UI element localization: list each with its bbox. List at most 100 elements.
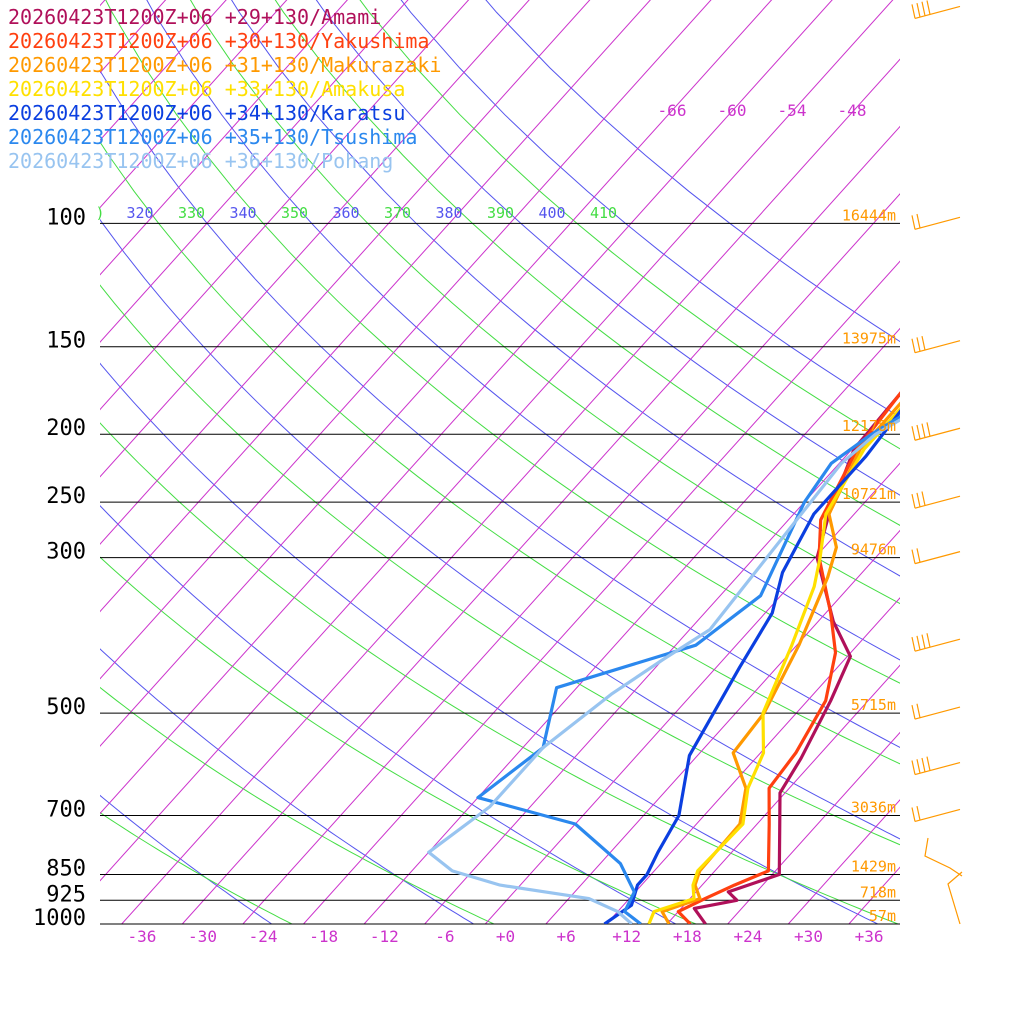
wind-barb-tick xyxy=(921,757,926,773)
isotherm-34 xyxy=(848,866,900,924)
wind-barb-tick xyxy=(921,634,926,649)
wind-barb-shaft xyxy=(914,706,961,720)
theta-label: 370 xyxy=(384,204,411,222)
isotherm-label: -60 xyxy=(718,101,747,120)
height-label: 3036m xyxy=(851,798,896,816)
height-label: 1429m xyxy=(851,858,896,876)
wind-barb-tick xyxy=(916,337,921,352)
wind-barb-tick xyxy=(916,213,921,229)
wind-barb-tick xyxy=(911,338,916,353)
wind-barb-shaft xyxy=(914,427,961,441)
profile-series-0 xyxy=(692,391,900,924)
wind-barb-tick xyxy=(911,4,916,19)
height-label: 13975m xyxy=(842,330,896,348)
isotherm--14 xyxy=(363,327,900,924)
wind-barb-tick xyxy=(916,806,921,821)
isotherm-28 xyxy=(787,799,900,924)
moist-adiabat-420 xyxy=(359,0,900,450)
legend-entry-yakushima: 20260423T1200Z+06 +30+130/Yakushima xyxy=(8,29,430,53)
profile-series-4 xyxy=(603,409,900,924)
height-label: 16444m xyxy=(842,206,896,224)
x-tick-label: +24 xyxy=(733,927,762,946)
theta-label-partial: ) xyxy=(95,204,104,222)
x-tick-label: +6 xyxy=(556,927,575,946)
moist-adiabat-360 xyxy=(105,0,900,684)
moist-adiabat-400 xyxy=(274,0,900,526)
theta-label: 380 xyxy=(435,204,462,222)
wind-barb-shaft xyxy=(914,761,961,776)
dry-adiabat-430 xyxy=(400,0,900,418)
wind-barb-tick xyxy=(921,491,926,506)
wind-barb-shaft xyxy=(914,495,961,509)
wind-barb-tick xyxy=(916,703,921,718)
wind-barb-tick xyxy=(916,2,921,18)
adiabat-lines xyxy=(100,0,900,924)
wind-barb-tick xyxy=(911,215,916,230)
wind-barb-tick xyxy=(916,635,921,650)
legend-entry-amami: 20260423T1200Z+06 +29+130/Amami xyxy=(8,5,382,29)
wind-barb-tick xyxy=(926,422,931,437)
profile-series-5 xyxy=(476,414,900,924)
wind-barb-tick xyxy=(911,426,916,441)
theta-label: 320 xyxy=(126,204,153,222)
wind-barb-tick xyxy=(926,756,931,771)
pressure-label-100: 100 xyxy=(46,205,86,230)
isotherm--2 xyxy=(484,462,900,924)
pressure-label-500: 500 xyxy=(46,695,86,720)
x-tick-label: -18 xyxy=(309,927,338,946)
isotherm-4 xyxy=(545,529,900,924)
isotherm-40 xyxy=(910,0,1024,924)
theta-label: 330 xyxy=(178,204,205,222)
wind-barb-shaft xyxy=(914,5,961,19)
wind-barb-shaft xyxy=(914,216,961,230)
isotherm-46 xyxy=(970,0,1024,924)
theta-label: 390 xyxy=(487,204,514,222)
profile-series-2 xyxy=(660,401,900,924)
x-tick-label: -6 xyxy=(435,927,454,946)
isotherm-10 xyxy=(606,597,900,924)
x-tick-label: +36 xyxy=(855,927,884,946)
wind-barb-low xyxy=(924,837,963,877)
x-tick-label: +12 xyxy=(612,927,641,946)
isotherm-label: -48 xyxy=(838,101,867,120)
legend-entry-karatsu: 20260423T1200Z+06 +34+130/Karatsu xyxy=(8,101,406,125)
pressure-label-1000: 1000 xyxy=(33,906,86,931)
isotherm--20 xyxy=(303,260,900,924)
x-tick-label: +18 xyxy=(673,927,702,946)
wind-barb-shaft xyxy=(914,808,961,823)
wind-barb-tick xyxy=(911,807,916,822)
legend-entry-amakusa: 20260423T1200Z+06 +33+130/Amakusa xyxy=(8,77,406,101)
dry-adiabat-350 xyxy=(100,69,900,749)
height-label: 718m xyxy=(860,883,896,901)
x-tick-label: +30 xyxy=(794,927,823,946)
wind-barb-tick xyxy=(916,759,921,774)
wind-barb-tick xyxy=(926,633,931,648)
wind-barb-tick xyxy=(916,548,921,563)
wind-barb-tick xyxy=(921,335,926,351)
height-label: 12178m xyxy=(842,417,896,435)
height-label: 5715m xyxy=(851,696,896,714)
isotherm-16 xyxy=(666,664,900,924)
pressure-label-200: 200 xyxy=(46,416,86,441)
wind-barbs xyxy=(911,0,963,925)
moist-adiabat-280 xyxy=(100,556,697,924)
x-tick-label: -12 xyxy=(370,927,399,946)
dry-adiabat-390 xyxy=(231,0,900,577)
isobar-lines xyxy=(100,222,900,925)
profile-series-3 xyxy=(647,406,900,924)
pressure-label-300: 300 xyxy=(46,540,86,565)
dry-adiabat-250 xyxy=(100,794,272,924)
pressure-label-150: 150 xyxy=(46,329,86,354)
wind-barb-tick xyxy=(911,637,916,652)
theta-label: 340 xyxy=(229,204,256,222)
pressure-label-700: 700 xyxy=(46,797,86,822)
moist-adiabat-240 xyxy=(100,812,293,924)
wind-barb-shaft xyxy=(914,638,961,652)
pressure-label-250: 250 xyxy=(46,484,86,509)
legend-entry-pohang: 20260423T1200Z+06 +36+130/Pohang xyxy=(8,149,394,173)
x-tick-label: -36 xyxy=(127,927,156,946)
wind-barb-tick xyxy=(911,760,916,775)
wind-barb-tick xyxy=(911,704,916,720)
